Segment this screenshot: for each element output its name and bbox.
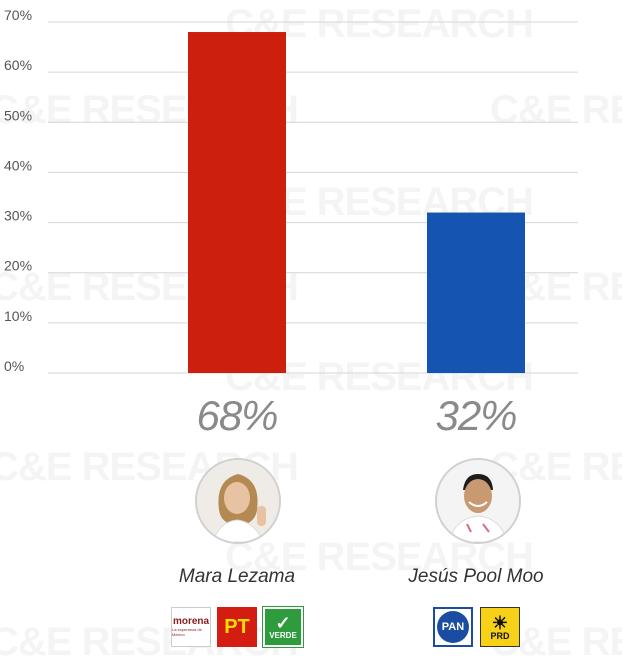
value-label-jesus-pool-moo: 32%: [435, 392, 517, 439]
prd-logo-text: PRD: [490, 630, 510, 641]
pan-logo-text: PAN: [441, 621, 465, 633]
value-label-mara-lezama: 68%: [196, 392, 278, 439]
y-tick-label: 50%: [4, 107, 32, 123]
verde-logo: ✓ VERDE: [262, 606, 304, 648]
bar-mara-lezama: [188, 32, 286, 374]
man-portrait-icon: [435, 458, 521, 544]
verde-logo-text: VERDE: [269, 631, 297, 640]
bar-jesus-pool-moo: [427, 212, 525, 373]
verde-check-icon: ✓: [275, 613, 291, 633]
y-tick-label: 40%: [4, 157, 32, 173]
y-axis-ticks: 0% 10% 20% 30% 40% 50% 60% 70%: [4, 7, 32, 374]
woman-portrait-icon: [195, 458, 281, 544]
y-tick-label: 0%: [4, 358, 24, 374]
y-tick-label: 70%: [4, 7, 32, 23]
pt-logo: PT: [217, 607, 257, 647]
prd-sun-icon: ☀: [491, 612, 509, 633]
pan-logo-ring: PAN: [437, 611, 469, 643]
morena-logo: morena La esperanza de México: [171, 607, 211, 647]
y-tick-label: 30%: [4, 208, 32, 224]
pan-logo: PAN: [433, 607, 473, 647]
prd-logo: ☀ PRD: [480, 607, 520, 647]
bars: [188, 32, 525, 374]
y-tick-label: 10%: [4, 308, 32, 324]
candidate-name-mara-lezama: Mara Lezama: [178, 566, 296, 587]
morena-logo-subtext: La esperanza de México: [172, 627, 202, 637]
bar-chart: 0% 10% 20% 30% 40% 50% 60% 70%: [4, 7, 578, 374]
y-tick-label: 60%: [4, 57, 32, 73]
morena-logo-text: morena: [172, 616, 210, 627]
y-tick-label: 20%: [4, 258, 32, 274]
candidate-name-jesus-pool-moo: Jesús Pool Moo: [408, 566, 544, 587]
